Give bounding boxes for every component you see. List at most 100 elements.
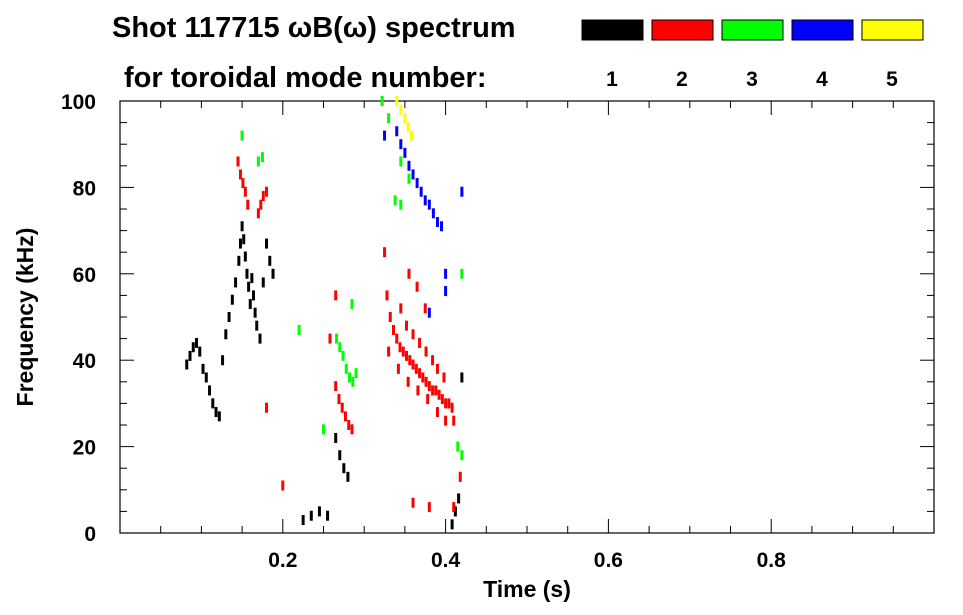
data-point-mode-5	[406, 121, 410, 132]
data-point-mode-2	[256, 208, 260, 219]
data-point-mode-2	[347, 420, 351, 430]
data-point-mode-3	[256, 156, 260, 167]
data-point-mode-2	[396, 363, 400, 374]
data-point-mode-1	[457, 493, 461, 504]
data-point-mode-2	[337, 394, 341, 405]
data-point-mode-2	[265, 186, 269, 197]
data-point-mode-2	[383, 247, 387, 258]
data-point-mode-1	[309, 510, 313, 521]
legend-swatch-mode-4	[791, 19, 854, 41]
data-point-mode-2	[452, 502, 456, 513]
chart-title-line2: for toroidal mode number:	[124, 62, 487, 94]
axis-ticks: 0.2 0.4 0.6 0.8 0 20 40 60 80 100	[61, 91, 934, 572]
data-point-mode-2	[427, 502, 431, 513]
legend-label-mode-2: 2	[676, 68, 688, 91]
data-point-mode-1	[208, 385, 212, 396]
data-point-mode-2	[447, 398, 451, 409]
data-point-mode-4	[399, 139, 403, 150]
data-point-mode-1	[224, 329, 228, 340]
chart-title-line1: Shot 117715 ωB(ω) spectrum	[112, 12, 516, 44]
data-point-mode-1	[301, 515, 305, 526]
data-point-mode-1	[240, 221, 244, 232]
data-point-mode-4	[444, 286, 448, 297]
legend-swatch-mode-5	[861, 19, 924, 41]
y-tick-label: 100	[61, 91, 96, 114]
data-points	[185, 96, 464, 530]
data-point-mode-2	[238, 169, 242, 180]
data-point-mode-3	[297, 324, 301, 335]
data-point-mode-2	[395, 333, 399, 344]
data-point-mode-1	[238, 238, 242, 249]
data-point-mode-1	[242, 234, 246, 245]
data-point-mode-2	[416, 385, 420, 396]
data-point-mode-1	[211, 398, 215, 409]
data-point-mode-2	[398, 342, 402, 353]
data-point-mode-1	[250, 273, 254, 284]
data-point-mode-3	[354, 368, 358, 379]
data-point-mode-5	[395, 96, 399, 106]
data-point-mode-3	[335, 333, 339, 344]
data-point-mode-2	[411, 497, 415, 508]
data-point-mode-3	[350, 299, 354, 310]
data-point-mode-4	[403, 147, 407, 158]
data-point-mode-1	[317, 506, 321, 517]
data-point-mode-3	[456, 441, 460, 452]
data-point-mode-3	[393, 195, 397, 206]
data-point-mode-2	[440, 394, 444, 405]
data-point-mode-1	[253, 307, 257, 318]
y-tick-label: 0	[84, 523, 96, 546]
data-point-mode-2	[444, 415, 448, 426]
data-point-mode-4	[444, 268, 448, 279]
data-point-mode-3	[322, 424, 325, 435]
data-point-mode-1	[227, 312, 231, 322]
data-point-mode-1	[217, 411, 221, 422]
data-point-mode-2	[427, 381, 431, 392]
data-point-mode-2	[401, 346, 405, 357]
data-point-mode-2	[407, 268, 411, 279]
data-point-mode-2	[399, 303, 403, 314]
y-tick-label: 20	[73, 437, 96, 460]
data-point-mode-2	[387, 346, 391, 357]
data-point-mode-3	[344, 363, 348, 374]
data-point-mode-3	[351, 376, 355, 387]
x-tick-label: 0.6	[594, 549, 623, 572]
data-point-mode-2	[434, 385, 438, 396]
data-point-mode-1	[201, 363, 205, 374]
data-point-mode-1	[251, 290, 255, 301]
data-point-mode-2	[259, 199, 263, 210]
data-point-mode-2	[334, 381, 338, 392]
data-point-mode-4	[383, 130, 387, 141]
data-point-mode-3	[380, 96, 384, 106]
data-point-mode-1	[243, 251, 247, 262]
data-point-mode-1	[214, 407, 218, 418]
legend-label-mode-4: 4	[816, 68, 828, 91]
data-point-mode-2	[328, 333, 332, 344]
data-point-mode-1	[268, 255, 272, 266]
data-point-mode-1	[453, 506, 457, 517]
data-point-mode-2	[392, 324, 396, 335]
data-point-mode-1	[237, 255, 241, 266]
legend-swatch-mode-3	[721, 19, 784, 41]
data-point-mode-5	[399, 104, 403, 115]
data-point-mode-2	[442, 372, 446, 383]
data-point-mode-2	[243, 186, 247, 197]
data-point-mode-2	[424, 376, 428, 387]
data-point-mode-1	[255, 320, 259, 331]
data-point-mode-3	[348, 372, 352, 383]
data-point-mode-2	[424, 346, 428, 357]
data-point-mode-2	[418, 368, 422, 379]
data-point-mode-2	[414, 363, 418, 374]
data-point-mode-2	[334, 290, 338, 301]
data-point-mode-1	[248, 299, 252, 310]
data-point-mode-2	[435, 407, 439, 418]
data-point-mode-4	[431, 208, 435, 219]
data-point-mode-4	[407, 160, 411, 171]
data-point-mode-2	[444, 398, 448, 409]
data-point-mode-3	[399, 199, 403, 210]
data-point-mode-3	[260, 152, 264, 163]
data-point-mode-2	[450, 402, 454, 413]
data-point-mode-2	[281, 480, 285, 491]
data-point-mode-3	[341, 350, 345, 361]
data-point-mode-2	[418, 337, 422, 348]
data-point-mode-3	[240, 130, 244, 141]
